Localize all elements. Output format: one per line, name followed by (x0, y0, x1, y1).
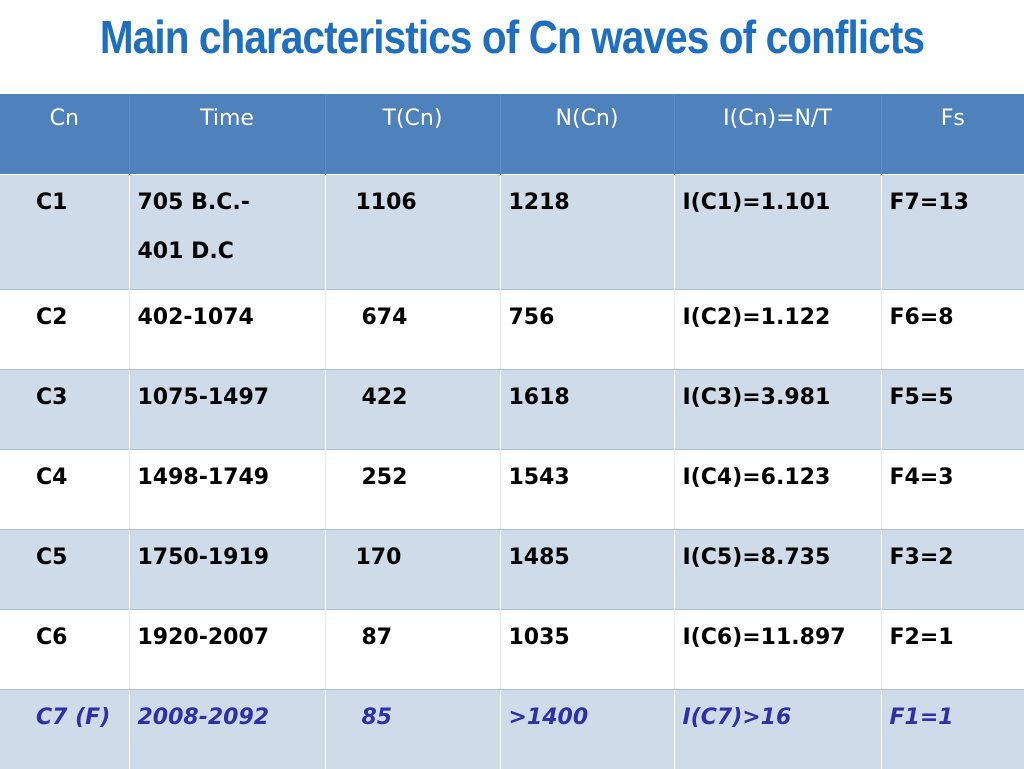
cell-n: 1218 (499, 173, 674, 289)
cell-i: I(C3)=3.981 (673, 368, 881, 449)
cell-time: 705 B.C.- 401 D.C (128, 173, 325, 289)
cell-n: >1400 (499, 688, 674, 769)
header-time: Time (128, 94, 325, 174)
cell-i: I(C1)=1.101 (673, 173, 881, 289)
cell-i: I(C2)=1.122 (673, 288, 881, 370)
header-cn: Cn (0, 94, 129, 174)
table-row: C2 402-1074 674 756 I(C2)=1.122 F6=8 (0, 288, 1024, 370)
cell-t: 87 (324, 608, 500, 690)
cell-t: 170 (324, 528, 500, 609)
cell-cn: C1 (0, 173, 129, 289)
cell-fs: F5=5 (880, 368, 1024, 449)
cell-time: 1498-1749 (128, 448, 325, 530)
table-row: C1 705 B.C.- 401 D.C 1106 1218 I(C1)=1.1… (0, 173, 1024, 289)
cell-time: 402-1074 (128, 288, 325, 370)
cell-cn: C2 (0, 288, 129, 370)
cell-t: 85 (324, 688, 500, 769)
cell-time-line1: 705 B.C.- (137, 189, 250, 215)
table-row-forecast: C7 (F) 2008-2092 85 >1400 I(C7)>16 F1=1 (0, 688, 1024, 769)
table-row: C3 1075-1497 422 1618 I(C3)=3.981 F5=5 (0, 368, 1024, 449)
table-row: C5 1750-1919 170 1485 I(C5)=8.735 F3=2 (0, 528, 1024, 609)
cell-n: 1485 (499, 528, 674, 609)
cell-cn: C5 (0, 528, 129, 609)
cell-fs: F2=1 (880, 608, 1024, 690)
cell-t: 422 (324, 368, 500, 449)
cell-time-line2: 401 D.C (137, 239, 234, 265)
cell-fs: F6=8 (880, 288, 1024, 370)
header-n-cn: N(Cn) (499, 94, 674, 174)
cell-i: I(C7)>16 (673, 688, 881, 769)
cell-fs: F7=13 (880, 173, 1024, 289)
cell-i: I(C6)=11.897 (673, 608, 881, 690)
cell-cn: C6 (0, 608, 129, 690)
cell-t: 252 (324, 448, 500, 530)
cell-fs: F1=1 (880, 688, 1024, 769)
cell-time: 1750-1919 (128, 528, 325, 609)
cell-n: 1035 (499, 608, 674, 690)
header-fs: Fs (880, 94, 1024, 174)
cell-time: 2008-2092 (128, 688, 325, 769)
cell-t: 674 (324, 288, 500, 370)
cell-n: 756 (499, 288, 674, 370)
cell-fs: F3=2 (880, 528, 1024, 609)
conflict-waves-table: Cn Time T(Cn) N(Cn) I(Cn)=N/T Fs C1 705 … (0, 94, 1024, 769)
cell-t: 1106 (324, 173, 500, 289)
cell-n: 1543 (499, 448, 674, 530)
slide-title: Main characteristics of Cn waves of conf… (99, 11, 925, 63)
cell-time: 1920-2007 (128, 608, 325, 690)
cell-cn: C7 (F) (0, 688, 129, 769)
cell-i: I(C4)=6.123 (673, 448, 881, 530)
header-t-cn: T(Cn) (324, 94, 500, 174)
cell-cn: C3 (0, 368, 129, 449)
cell-fs: F4=3 (880, 448, 1024, 530)
cell-i: I(C5)=8.735 (673, 528, 881, 609)
cell-cn: C4 (0, 448, 129, 530)
cell-time: 1075-1497 (128, 368, 325, 449)
cell-n: 1618 (499, 368, 674, 449)
header-i-cn: I(Cn)=N/T (673, 94, 881, 174)
table-row: C4 1498-1749 252 1543 I(C4)=6.123 F4=3 (0, 448, 1024, 530)
table-row: C6 1920-2007 87 1035 I(C6)=11.897 F2=1 (0, 608, 1024, 690)
table-header-row: Cn Time T(Cn) N(Cn) I(Cn)=N/T Fs (0, 94, 1024, 174)
